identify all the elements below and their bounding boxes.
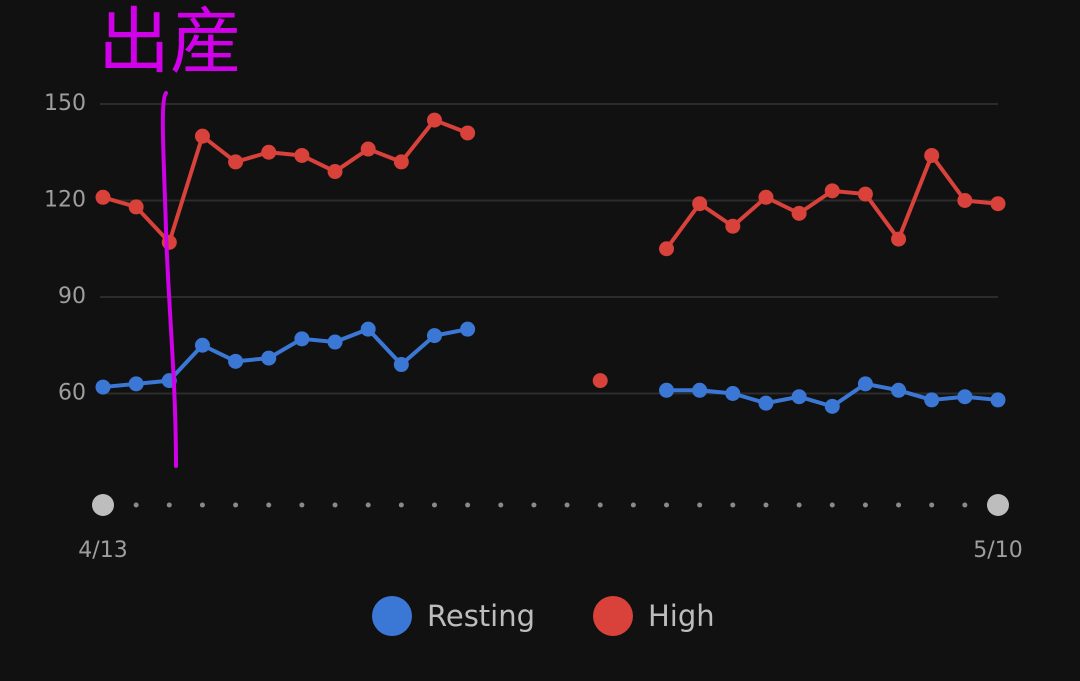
data-point [791,389,807,405]
x-axis-dot [233,502,239,508]
data-point [360,321,376,337]
data-point [957,389,973,405]
data-point [758,189,774,205]
data-point [194,128,210,144]
data-point [758,395,774,411]
x-axis-dot [862,502,868,508]
x-axis-dot [962,502,968,508]
data-point [891,231,907,247]
data-point [95,189,111,205]
x-axis-dot [630,502,636,508]
x-axis-dot [365,502,371,508]
x-axis-dot [166,502,172,508]
x-axis-dot [531,502,537,508]
data-point [460,125,476,141]
x-axis-dot [763,502,769,508]
legend-label: Resting [427,599,535,633]
data-point [692,196,708,212]
data-point [725,218,741,234]
x-axis-dot [465,502,471,508]
y-tick-label: 90 [58,284,86,309]
data-point [824,398,840,414]
data-point [824,183,840,199]
data-point [990,196,1006,212]
data-point [857,186,873,202]
y-tick-label: 120 [44,188,86,213]
x-axis-dot [929,502,935,508]
data-point [891,382,907,398]
x-axis-dot [498,502,504,508]
data-point [393,357,409,373]
x-axis-dot [597,502,603,508]
data-point [161,234,177,250]
x-axis-dot [199,502,205,508]
x-axis-dot [266,502,272,508]
data-point [791,205,807,221]
x-axis-dot [299,502,305,508]
x-axis-dot [431,502,437,508]
data-point [725,386,741,401]
data-point [592,373,608,389]
series-line [102,118,469,245]
x-axis-dot [796,502,802,508]
data-point [659,382,675,398]
data-point [360,141,376,157]
data-point [228,154,244,170]
x-axis-dot [664,502,670,508]
data-point [294,331,310,347]
data-point [924,392,940,408]
x-axis-dot [92,494,114,516]
data-point [857,376,873,392]
annotation-line [160,91,178,468]
x-axis-dot [987,494,1009,516]
x-axis-dot [730,502,736,508]
grid: 60 90 120 150 4/13 5/10 [44,91,1023,563]
data-point [957,193,973,208]
data-point [659,241,675,257]
data-point [128,376,144,392]
legend-swatch [593,596,633,636]
data-point [426,112,442,128]
data-point [261,144,277,160]
data-point [128,199,144,215]
marks [95,112,1006,414]
x-axis-dot [133,502,139,508]
y-tick-label: 60 [58,381,86,406]
data-point [327,164,343,180]
data-point [924,147,940,163]
data-point [194,337,210,353]
annotation: 出産 [98,0,242,84]
legend-label: High [648,599,715,633]
data-point [261,350,277,366]
data-point [294,147,310,163]
x-axis-dot [697,502,703,508]
data-point [95,379,111,395]
x-axis-dot [829,502,835,508]
x-tick-label: 5/10 [973,538,1022,563]
data-point [327,334,343,350]
y-tick-label: 150 [44,91,86,116]
data-point [692,382,708,398]
x-axis-dot [564,502,570,508]
data-point [426,328,442,344]
x-axis-dot [332,502,338,508]
x-tick-label: 4/13 [78,538,127,563]
data-point [393,154,409,170]
data-point [460,321,476,337]
x-axis-dot [896,502,902,508]
x-axis-dot [398,502,404,508]
data-point [228,353,244,369]
legend-swatch [372,596,412,636]
data-point [990,392,1006,408]
